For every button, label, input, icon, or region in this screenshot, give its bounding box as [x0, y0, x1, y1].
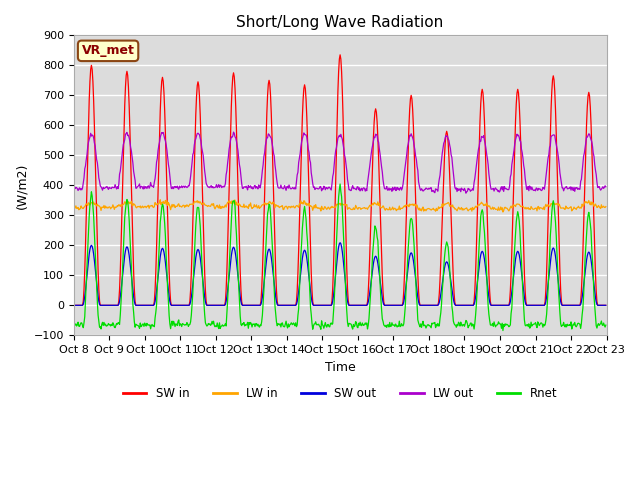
- SW in: [188, 247, 196, 252]
- SW in: [336, 52, 344, 58]
- Line: LW out: LW out: [74, 132, 606, 193]
- LW in: [217, 204, 225, 209]
- SW in: [70, 302, 77, 308]
- Rnet: [188, 302, 196, 308]
- Rnet: [336, 181, 344, 187]
- SW out: [188, 288, 196, 294]
- Rnet: [79, 325, 87, 331]
- Rnet: [70, 321, 77, 327]
- Rnet: [420, 322, 428, 328]
- LW in: [602, 204, 610, 209]
- LW in: [189, 202, 196, 207]
- SW in: [420, 302, 428, 308]
- Legend: SW in, LW in, SW out, LW out, Rnet: SW in, LW in, SW out, LW out, Rnet: [118, 382, 563, 404]
- X-axis label: Time: Time: [324, 360, 355, 373]
- Rnet: [216, 325, 224, 331]
- SW in: [79, 299, 87, 304]
- Line: Rnet: Rnet: [74, 184, 606, 331]
- SW in: [216, 302, 224, 308]
- SW out: [134, 302, 142, 308]
- Y-axis label: (W/m2): (W/m2): [15, 162, 28, 208]
- Rnet: [602, 322, 610, 328]
- Rnet: [134, 323, 142, 328]
- Title: Short/Long Wave Radiation: Short/Long Wave Radiation: [237, 15, 444, 30]
- LW in: [70, 204, 77, 210]
- LW out: [230, 129, 237, 135]
- LW in: [156, 197, 164, 203]
- LW out: [216, 182, 224, 188]
- Line: SW in: SW in: [74, 55, 606, 305]
- Text: VR_met: VR_met: [82, 44, 134, 57]
- Line: SW out: SW out: [74, 243, 606, 305]
- LW out: [462, 190, 470, 196]
- SW in: [134, 302, 142, 308]
- LW out: [188, 160, 196, 166]
- SW in: [405, 123, 413, 129]
- LW in: [499, 209, 507, 215]
- LW out: [602, 184, 610, 190]
- Line: LW in: LW in: [74, 200, 606, 212]
- Rnet: [405, 235, 413, 241]
- SW out: [420, 302, 428, 308]
- LW out: [405, 137, 413, 143]
- LW out: [420, 187, 428, 192]
- SW out: [336, 240, 344, 246]
- LW out: [70, 186, 77, 192]
- SW in: [602, 302, 610, 308]
- SW out: [405, 258, 413, 264]
- LW in: [405, 204, 413, 209]
- LW out: [134, 183, 142, 189]
- LW in: [134, 204, 142, 209]
- LW out: [79, 180, 87, 186]
- Rnet: [499, 328, 507, 334]
- LW in: [420, 206, 428, 212]
- SW out: [602, 302, 610, 308]
- SW out: [70, 302, 77, 308]
- SW out: [79, 301, 87, 307]
- LW in: [79, 205, 87, 211]
- SW out: [216, 302, 224, 308]
